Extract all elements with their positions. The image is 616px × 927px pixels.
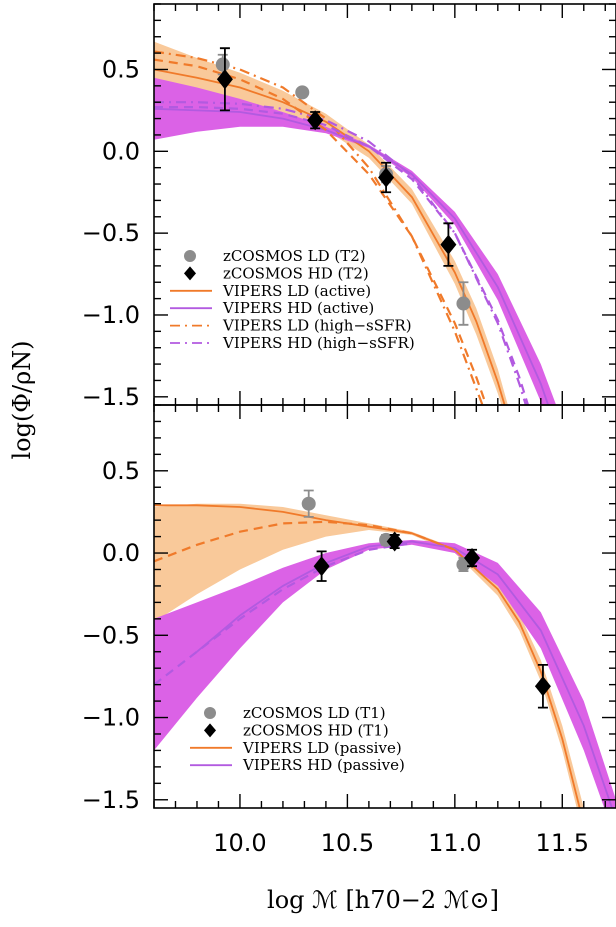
- data-point-circle: [295, 85, 310, 100]
- y-axis-title: log(Φ/ρN): [8, 340, 36, 459]
- x-axis-title: log ℳ [h70−2 ℳ⊙]: [267, 886, 499, 914]
- top-panel: 0.5 0.0 −0.5 −1.0 −1.5 zCOSMOS LD (T2)zCOSMO…: [82, 3, 616, 411]
- y-tick-label: −1.5: [82, 383, 140, 411]
- series-line-1: [154, 107, 550, 405]
- y-tick-label: −1.0: [82, 301, 140, 329]
- y-tick-label: 0.5: [102, 457, 140, 485]
- y-tick-label: −0.5: [82, 621, 140, 649]
- legend-label: VIPERS HD (passive): [242, 756, 405, 774]
- legend-label: zCOSMOS LD (T1): [243, 704, 386, 722]
- x-tick-label: 10.5: [321, 829, 374, 857]
- legend-label: VIPERS LD (passive): [242, 739, 402, 757]
- bottom-panel: 0.5 0.0 −0.5 −1.0 −1.5 10.0 10.5 11.0 11.5 zCOSM…: [82, 404, 616, 857]
- legend-marker-circle: [204, 707, 216, 719]
- legend-label: zCOSMOS LD (T2): [223, 247, 366, 265]
- y-tick-label: 0.0: [102, 137, 140, 165]
- data-point-diamond: [440, 234, 457, 255]
- x-tick-label: 11.0: [428, 829, 481, 857]
- data-point-diamond: [464, 547, 481, 568]
- x-tick-label: 10.0: [213, 829, 266, 857]
- series-line-0: [154, 504, 581, 808]
- series-line-4: [154, 58, 488, 405]
- band-ld: [154, 41, 508, 405]
- data-point-diamond: [378, 167, 395, 188]
- legend-label: VIPERS HD (high−sSFR): [222, 334, 415, 352]
- data-point-diamond: [386, 531, 403, 552]
- bottom-legend: zCOSMOS LD (T1)zCOSMOS HD (T1)VIPERS LD …: [190, 704, 405, 774]
- y-tick-label: −1.0: [82, 704, 140, 732]
- data-point-diamond: [313, 556, 330, 577]
- legend-label: VIPERS LD (active): [222, 282, 371, 300]
- plot-frame: [153, 404, 616, 809]
- data-point-diamond: [534, 676, 551, 697]
- legend-marker-circle: [184, 250, 196, 262]
- legend-label: zCOSMOS HD (T1): [243, 721, 389, 739]
- y-tick-label: −0.5: [82, 219, 140, 247]
- band-hd: [154, 539, 616, 808]
- legend-marker-diamond: [204, 723, 216, 738]
- legend-label: VIPERS HD (active): [222, 299, 374, 317]
- band-ld: [154, 503, 584, 808]
- top-legend: zCOSMOS LD (T2)zCOSMOS HD (T2)VIPERS LD …: [170, 247, 415, 352]
- y-tick-label: −1.5: [82, 786, 140, 814]
- series-line-1: [196, 540, 613, 808]
- legend-marker-diamond: [184, 266, 196, 281]
- series-line-2: [154, 520, 456, 563]
- series-line-2: [154, 50, 484, 405]
- data-point-diamond: [307, 110, 324, 131]
- y-tick-label: 0.0: [102, 539, 140, 567]
- data-point-circle: [301, 496, 316, 511]
- data-point-diamond: [216, 69, 233, 90]
- legend-label: zCOSMOS HD (T2): [223, 264, 369, 282]
- y-tick-label: 0.5: [102, 55, 140, 83]
- legend-label: VIPERS LD (high−sSFR): [222, 317, 412, 335]
- data-point-circle: [456, 296, 471, 311]
- x-tick-label: 11.5: [536, 829, 589, 857]
- series-line-3: [154, 542, 413, 686]
- data-point-circle: [215, 57, 230, 72]
